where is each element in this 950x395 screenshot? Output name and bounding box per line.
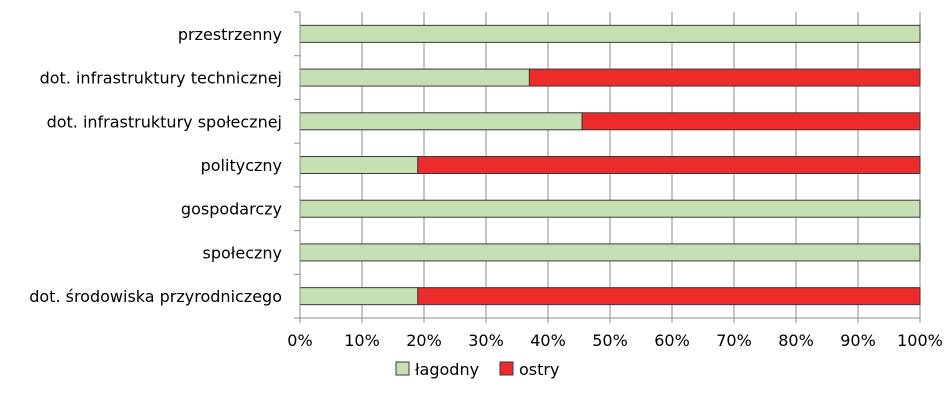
bar-segment xyxy=(417,287,921,306)
bar-segment xyxy=(581,112,921,131)
x-tick-label: 50% xyxy=(592,331,628,350)
bar-segment xyxy=(299,112,583,131)
x-tick-label: 100% xyxy=(897,331,943,350)
x-tick-label: 10% xyxy=(344,331,380,350)
legend-swatch xyxy=(499,361,514,376)
x-tick-label: 0% xyxy=(287,331,312,350)
x-tick-labels: 0% 10% 20% 30% 40% 50% 60% 70% 80% 90% 100% xyxy=(287,331,943,350)
category-label: dot. infrastruktury technicznej xyxy=(40,69,282,88)
category-label: dot. infrastruktury społecznej xyxy=(47,112,282,131)
category-labels: przestrzenny dot. infrastruktury technicz… xyxy=(29,25,282,306)
category-label: polityczny xyxy=(201,156,282,175)
x-tick-label: 30% xyxy=(468,331,504,350)
bar-segment xyxy=(299,68,530,87)
x-tick-label: 70% xyxy=(716,331,752,350)
x-tick-label: 80% xyxy=(778,331,814,350)
legend-label: ostry xyxy=(519,360,559,379)
legend-label: łagodny xyxy=(415,360,479,379)
bar-segment xyxy=(299,156,419,174)
legend-swatch xyxy=(395,361,410,376)
bar-segment xyxy=(528,68,921,87)
x-tick-label: 90% xyxy=(840,331,876,350)
bar-segment xyxy=(299,287,419,306)
x-tick-label: 40% xyxy=(530,331,566,350)
bar-segment xyxy=(417,156,921,174)
legend: łagodny ostry xyxy=(395,360,559,379)
bar-segment xyxy=(299,243,921,262)
category-label: społeczny xyxy=(203,243,282,262)
bar-segment xyxy=(299,199,921,218)
axes xyxy=(294,11,921,323)
category-label: gospodarczy xyxy=(181,200,282,219)
x-tick-label: 20% xyxy=(406,331,442,350)
bar-segment xyxy=(299,24,921,43)
category-label: dot. środowiska przyrodniczego xyxy=(29,287,282,306)
x-tick-label: 60% xyxy=(654,331,690,350)
bars xyxy=(299,24,921,306)
category-label: przestrzenny xyxy=(178,25,282,44)
